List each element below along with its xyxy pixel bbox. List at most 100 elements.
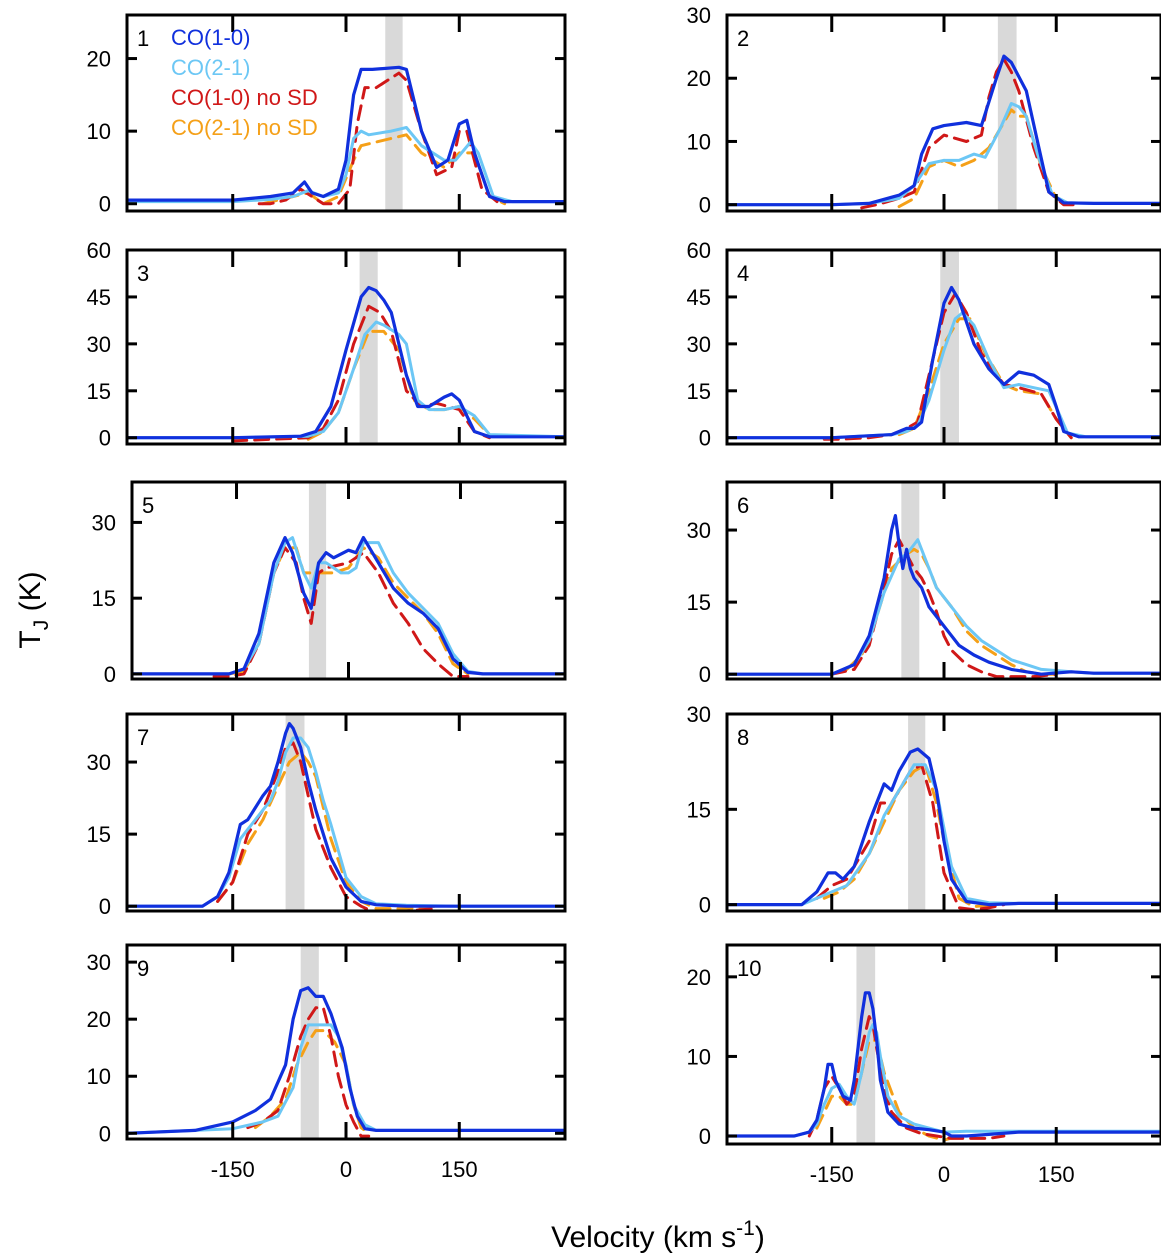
panel-number: 2 bbox=[737, 26, 749, 51]
legend-entry-co21nosd: CO(2-1) no SD bbox=[171, 115, 318, 140]
y-axis-label-sub: J bbox=[30, 620, 53, 631]
series-co10nosd bbox=[257, 71, 499, 206]
y-tick-label: 60 bbox=[87, 238, 111, 263]
panel-number: 6 bbox=[737, 493, 749, 518]
series-co21nosd bbox=[897, 317, 1073, 440]
series-co10 bbox=[127, 722, 565, 908]
y-tick-label: 15 bbox=[687, 590, 711, 615]
series-co21 bbox=[727, 1023, 1161, 1138]
y-tick-label: 10 bbox=[87, 119, 111, 144]
series-co21nosd bbox=[216, 750, 439, 911]
panel-6: 0 15 30 6 bbox=[687, 480, 1161, 687]
y-tick-label: 30 bbox=[87, 750, 111, 775]
velocity-band bbox=[385, 15, 403, 211]
y-tick-label: 15 bbox=[87, 379, 111, 404]
panel-number: 1 bbox=[137, 26, 149, 51]
series-co21nosd bbox=[822, 763, 998, 909]
series-co21 bbox=[727, 102, 1161, 207]
y-axis-label-main: T bbox=[14, 630, 47, 648]
y-tick-label: 0 bbox=[104, 662, 116, 687]
y-tick-label: 30 bbox=[87, 332, 111, 357]
x-axis-label-sup: -1 bbox=[736, 1217, 755, 1240]
x-axis-label-main: Velocity (km s bbox=[551, 1221, 736, 1254]
panel-number: 3 bbox=[137, 261, 149, 286]
series-co21 bbox=[132, 536, 565, 676]
series-group bbox=[727, 285, 1161, 441]
y-tick-label: 0 bbox=[99, 894, 111, 919]
y-tick-label: 60 bbox=[687, 238, 711, 263]
y-axis-label: TJ (K) bbox=[14, 571, 53, 648]
y-tick-label: 30 bbox=[92, 510, 116, 535]
panel-frame bbox=[725, 480, 1161, 681]
y-tick-label: 20 bbox=[87, 47, 111, 72]
series-co10 bbox=[727, 285, 1161, 440]
y-tick-label: 10 bbox=[687, 129, 711, 154]
x-axis-label-end: ) bbox=[755, 1221, 765, 1254]
series-co21nosd bbox=[227, 546, 470, 676]
series-group bbox=[127, 65, 565, 206]
panel-9: 0 10 20 30 -150 0 150 9 bbox=[87, 943, 567, 1182]
series-group bbox=[127, 722, 565, 911]
panel-5: 0 15 30 5 bbox=[92, 480, 567, 687]
series-group bbox=[127, 285, 565, 443]
series-co21nosd bbox=[815, 1039, 961, 1142]
y-tick-label: 0 bbox=[699, 193, 711, 218]
x-axis-label: Velocity (km s-1) bbox=[551, 1217, 765, 1254]
velocity-band bbox=[901, 482, 920, 679]
panel-1: 0 10 20 1 CO(1-0) CO(2-1) CO(1-0) no SD CO(2-1)… bbox=[87, 13, 567, 217]
velocity-band bbox=[285, 714, 305, 911]
y-tick-label: 0 bbox=[99, 192, 111, 217]
y-axis-label-unit: (K) bbox=[14, 571, 47, 619]
panel-number: 10 bbox=[737, 956, 761, 981]
y-tick-label: 0 bbox=[699, 893, 711, 918]
y-tick-label: 20 bbox=[687, 965, 711, 990]
panel-2: 0 10 20 30 2 bbox=[687, 3, 1161, 218]
series-co21 bbox=[727, 538, 1161, 676]
y-tick-label: 15 bbox=[92, 586, 116, 611]
y-tick-label: 30 bbox=[87, 950, 111, 975]
y-tick-label: 15 bbox=[687, 379, 711, 404]
series-co10 bbox=[727, 514, 1161, 676]
x-tick-label: 150 bbox=[1038, 1162, 1075, 1187]
y-tick-label: 30 bbox=[687, 702, 711, 727]
series-group bbox=[132, 536, 565, 678]
x-tick-label: -150 bbox=[211, 1157, 255, 1182]
y-tick-label: 0 bbox=[699, 662, 711, 687]
y-tick-label: 0 bbox=[699, 426, 711, 451]
series-group bbox=[727, 991, 1161, 1142]
y-tick-label: 15 bbox=[687, 797, 711, 822]
panel-number: 5 bbox=[142, 493, 154, 518]
series-co21 bbox=[127, 126, 565, 204]
series-co10 bbox=[127, 65, 565, 204]
y-tick-label: 10 bbox=[687, 1044, 711, 1069]
panel-8: 0 15 30 8 bbox=[687, 702, 1161, 918]
y-tick-label: 20 bbox=[87, 1007, 111, 1032]
y-tick-label: 30 bbox=[687, 518, 711, 543]
series-co10 bbox=[132, 536, 565, 676]
panel-frame bbox=[725, 943, 1161, 1146]
series-co21 bbox=[127, 1023, 565, 1135]
series-co21nosd bbox=[261, 133, 507, 206]
series-group bbox=[727, 747, 1161, 911]
velocity-band bbox=[908, 714, 926, 911]
x-tick-label: 0 bbox=[938, 1162, 950, 1187]
panel-frame bbox=[725, 712, 1161, 913]
legend-entry-co10nosd: CO(1-0) no SD bbox=[171, 85, 318, 110]
series-group bbox=[127, 986, 565, 1138]
x-tick-label: -150 bbox=[810, 1162, 854, 1187]
y-tick-label: 30 bbox=[687, 332, 711, 357]
panel-frame bbox=[725, 13, 1161, 213]
series-co10nosd bbox=[246, 1006, 371, 1138]
y-tick-label: 10 bbox=[87, 1064, 111, 1089]
series-co10nosd bbox=[830, 538, 1058, 679]
y-tick-label: 0 bbox=[699, 1124, 711, 1149]
panel-number: 9 bbox=[137, 956, 149, 981]
y-tick-label: 15 bbox=[87, 822, 111, 847]
panel-number: 4 bbox=[737, 261, 749, 286]
panel-number: 7 bbox=[137, 725, 149, 750]
series-co10 bbox=[727, 54, 1161, 207]
panel-10: 0 10 20 -150 0 150 10 bbox=[687, 943, 1161, 1187]
series-co10 bbox=[727, 991, 1161, 1138]
